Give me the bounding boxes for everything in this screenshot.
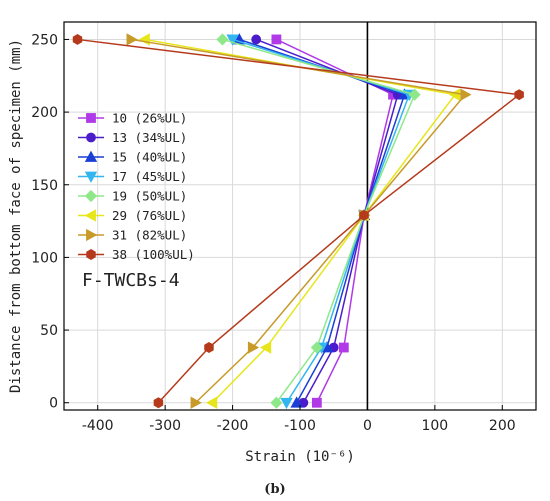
specimen-label: F-TWCBs-4 <box>82 270 180 291</box>
data-point <box>280 397 293 410</box>
y-tick-label: 150 <box>31 178 58 194</box>
data-point <box>270 396 283 409</box>
data-point <box>190 396 202 409</box>
axis-ticks: -400 -300 -200 -100 0 100 200 0 50 100 150 200 250 <box>31 32 515 434</box>
legend-label: 13 (34%UL) <box>112 130 187 145</box>
y-tick-label: 200 <box>31 105 58 121</box>
legend-entry: 19 (50%UL) <box>78 189 187 204</box>
y-axis-title: Distance from bottom face of specimen (m… <box>8 39 24 393</box>
legend-entry: 29 (76%UL) <box>78 208 187 223</box>
data-point <box>460 88 472 101</box>
legend-marker <box>84 189 98 203</box>
x-tick-label: -100 <box>284 418 316 434</box>
legend-label: 29 (76%UL) <box>112 208 187 223</box>
data-point <box>138 33 150 46</box>
legend-label: 19 (50%UL) <box>112 189 187 204</box>
x-tick-label: -300 <box>149 418 181 434</box>
legend-label: 15 (40%UL) <box>112 150 187 165</box>
series-38 <box>72 33 524 409</box>
data-point <box>251 34 262 45</box>
data-point <box>126 33 138 46</box>
legend-marker <box>86 132 96 143</box>
legend-label: 31 (82%UL) <box>112 228 187 243</box>
data-point <box>290 396 303 408</box>
legend-marker <box>86 113 96 123</box>
figure-caption: (b) <box>264 482 285 497</box>
x-tick-label: 100 <box>421 418 448 434</box>
data-point <box>247 341 260 354</box>
legend-label: 38 (100%UL) <box>112 247 195 262</box>
legend-label: 10 (26%UL) <box>112 111 187 126</box>
data-point <box>259 341 272 354</box>
legend-entry: 17 (45%UL) <box>78 169 187 184</box>
x-tick-label: 0 <box>363 418 372 434</box>
legend-marker <box>84 150 98 162</box>
data-point <box>153 397 164 409</box>
legend-entry: 10 (26%UL) <box>78 111 187 126</box>
legend-entry: 38 (100%UL) <box>78 247 195 262</box>
data-point <box>204 342 214 353</box>
x-tick-label: -400 <box>82 418 114 434</box>
data-point <box>72 33 83 45</box>
legend-entry: 13 (34%UL) <box>78 130 187 145</box>
legend-entry: 15 (40%UL) <box>78 150 187 165</box>
data-point <box>359 209 369 221</box>
data-point <box>310 341 323 354</box>
data-series <box>72 33 524 410</box>
legend: 10 (26%UL) 13 (34%UL) 15 (40%UL) 17 (45%UL)… <box>78 111 195 262</box>
data-point <box>271 34 282 45</box>
data-point <box>338 342 349 353</box>
data-point <box>448 88 460 101</box>
y-tick-label: 100 <box>31 250 58 266</box>
x-tick-label: -200 <box>217 418 249 434</box>
data-point <box>206 396 218 409</box>
y-tick-label: 250 <box>31 32 58 48</box>
data-point <box>408 88 421 101</box>
x-tick-label: 200 <box>489 418 516 434</box>
legend-label: 17 (45%UL) <box>112 169 187 184</box>
legend-marker <box>86 228 98 242</box>
data-point <box>311 397 322 408</box>
x-axis-title: Strain (10⁻⁶) <box>245 449 355 465</box>
y-tick-label: 50 <box>40 323 58 339</box>
legend-marker <box>84 209 96 222</box>
data-point <box>514 89 524 101</box>
legend-marker <box>86 249 96 260</box>
y-tick-label: 0 <box>49 396 58 412</box>
legend-marker <box>84 171 98 183</box>
legend-entry: 31 (82%UL) <box>78 228 187 243</box>
data-point <box>226 34 239 46</box>
data-point <box>216 33 229 46</box>
